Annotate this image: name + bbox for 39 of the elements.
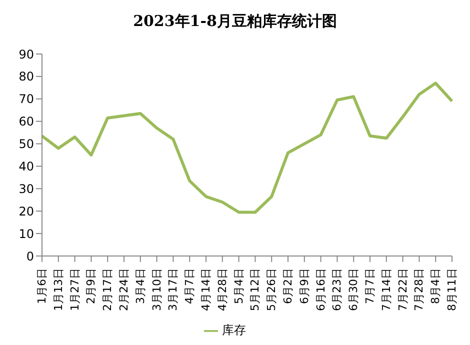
x-tick-label: 1月27日: [68, 268, 82, 311]
x-tick-label: 6月9日: [298, 268, 311, 304]
y-tick-label: 80: [18, 70, 34, 84]
x-tick-label: 6月2日: [282, 268, 294, 304]
x-tick-label: 6月30日: [347, 268, 360, 311]
y-tick-label: 10: [18, 226, 34, 241]
x-tick-label: 6月16日: [314, 268, 328, 311]
y-tick-label: 0: [26, 249, 34, 264]
x-tick-label: 7月22日: [396, 268, 410, 311]
x-tick-label: 4月28日: [216, 268, 229, 311]
chart-title: 2023年1-8月豆粕库存统计图: [132, 11, 338, 32]
y-tick-label: 20: [18, 204, 34, 218]
x-tick-label: 7月7日: [364, 268, 376, 304]
y-tick-label: 40: [18, 159, 34, 174]
x-tick-label: 7月14日: [380, 268, 393, 311]
x-tick-label: 6月23日: [330, 268, 344, 311]
x-tick-label: 1月13日: [52, 268, 65, 311]
y-tick-label: 90: [18, 47, 34, 62]
x-tick-label: 4月7日: [183, 268, 196, 304]
y-tick-label: 50: [18, 137, 34, 152]
x-tick-label: 3月10日: [150, 268, 164, 311]
x-tick-label: 1月6日: [36, 268, 48, 304]
line-series: [40, 82, 454, 214]
y-tick-label: 70: [18, 92, 34, 106]
y-tick-label: 30: [18, 182, 34, 196]
x-tick-label: 5月12日: [248, 268, 262, 311]
x-tick-label: 3月4日: [134, 268, 147, 304]
x-tick-label: 8月4日: [429, 268, 442, 304]
x-tick-label: 5月26日: [265, 268, 278, 311]
x-tick-label: 7月28日: [412, 268, 426, 311]
x-tick-label: 2月24日: [118, 268, 130, 311]
x-tick-label: 3月17日: [166, 268, 180, 311]
x-tick-label: 4月14日: [200, 268, 212, 311]
x-tick-label: 2月9日: [84, 268, 98, 304]
x-tick-label: 5月4日: [232, 268, 246, 304]
legend-label: 库存: [222, 323, 246, 337]
x-tick-label: 2月17日: [101, 268, 114, 311]
y-tick-label: 60: [18, 114, 34, 129]
x-tick-label: 8月11日: [446, 268, 458, 311]
